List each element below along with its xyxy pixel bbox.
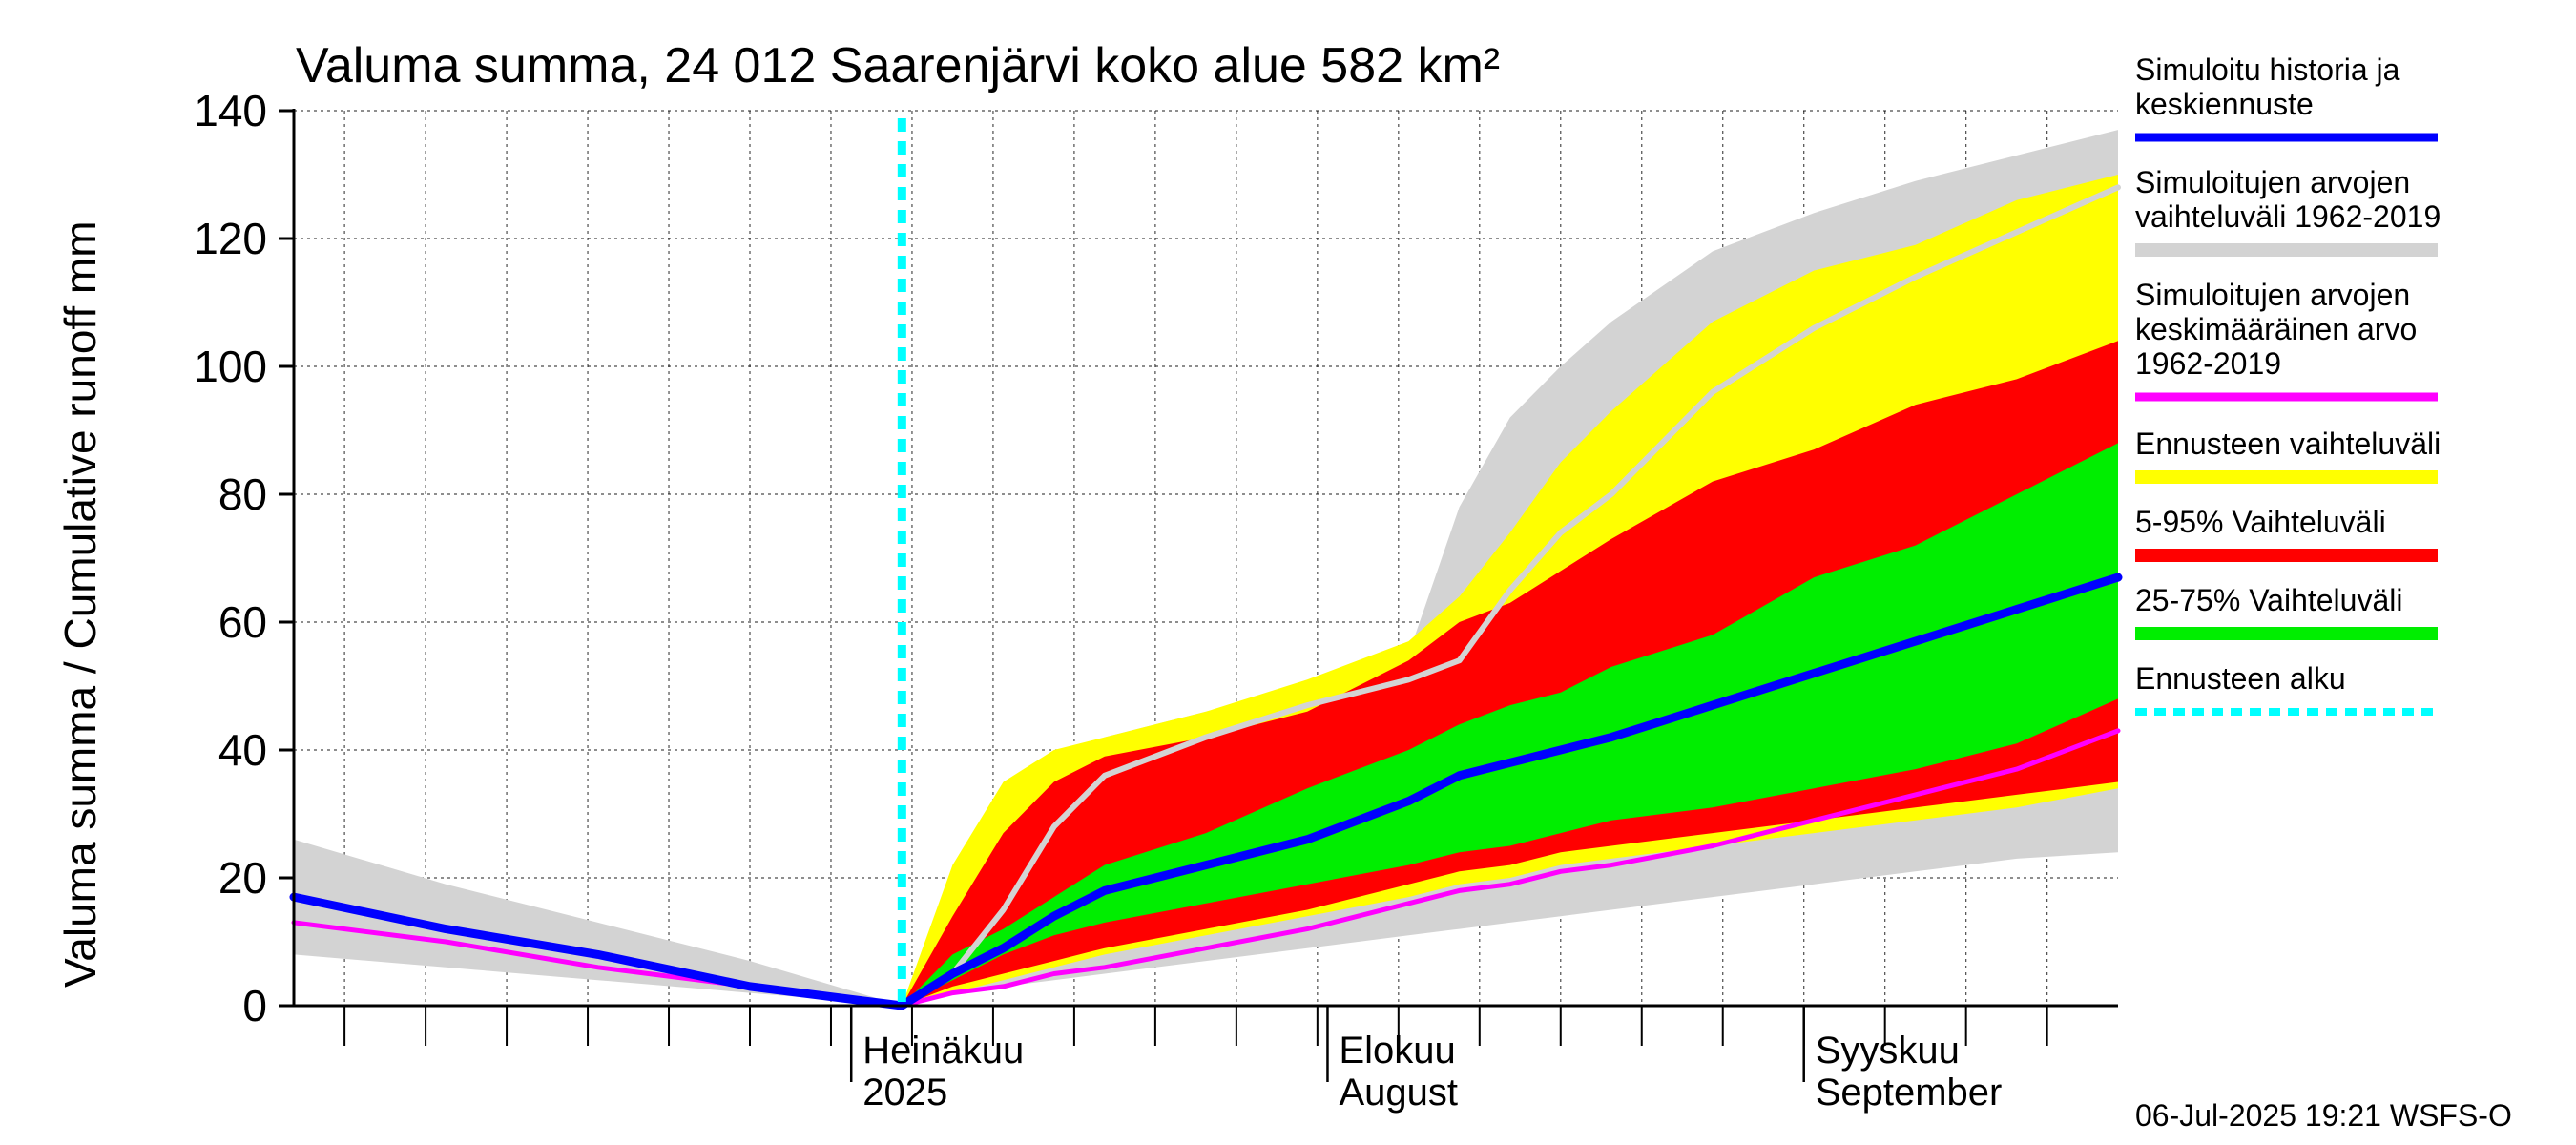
footer-timestamp: 06-Jul-2025 19:21 WSFS-O [2135,1098,2512,1133]
series-line [899,184,2121,1009]
legend-label: Ennusteen alku [2135,661,2346,696]
series-line [289,572,2123,1010]
y-axis-label: Valuma summa / Cumulative runoff mm [55,220,105,988]
y-tick-labels: 0 20 40 60 80 100 120 140 [194,86,267,1030]
band-areas [294,130,2118,1007]
legend-label: 1962-2019 [2135,346,2281,381]
x-tick-label: September [1816,1072,2003,1114]
legend-label: Simuloitujen arvojen [2135,165,2410,199]
y-tick-label: 140 [194,86,267,135]
axes [279,109,2118,1082]
y-tick-label: 80 [218,469,267,519]
legend-label: keskimääräinen arvo [2135,312,2417,346]
y-tick-label: 20 [218,853,267,903]
chart-title: Valuma summa, 24 012 Saarenjärvi koko al… [296,38,1500,94]
legend-label: keskiennuste [2135,87,2314,121]
x-tick-label: Elokuu [1339,1030,1455,1072]
x-tick-label: Heinäkuu [862,1030,1024,1072]
y-tick-label: 100 [194,342,267,391]
legend-label: vaihteluväli 1962-2019 [2135,199,2441,234]
y-tick-label: 60 [218,597,267,647]
legend-label: 5-95% Vaihteluväli [2135,505,2386,539]
x-tick-label: Syyskuu [1816,1030,1960,1072]
y-tick-label: 0 [242,981,267,1030]
y-tick-label: 40 [218,725,267,775]
legend-label: Simuloitu historia ja [2135,52,2400,87]
y-tick-label: 120 [194,214,267,263]
series-lines [289,118,2123,1010]
legend-label: Simuloitujen arvojen [2135,278,2410,312]
x-tick-label: 2025 [862,1072,947,1114]
legend-label: 25-75% Vaihteluväli [2135,583,2402,617]
legend-label: Ennusteen vaihteluväli [2135,427,2441,461]
x-tick-label: August [1339,1072,1458,1114]
